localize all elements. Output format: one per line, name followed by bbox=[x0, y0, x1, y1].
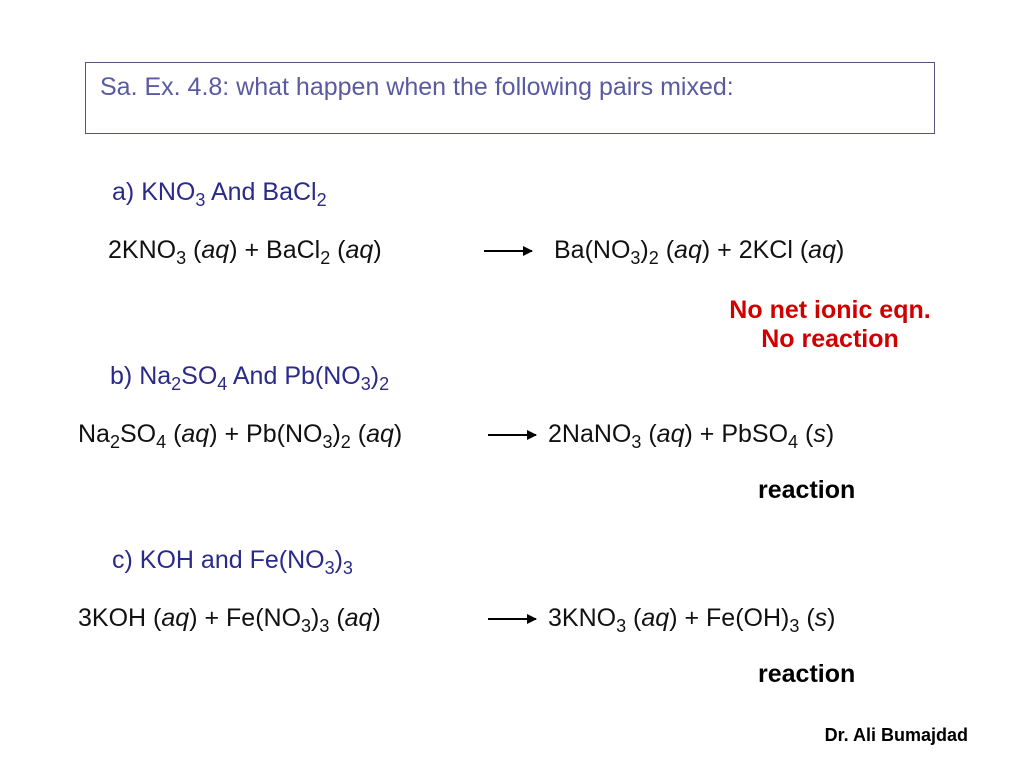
b-pair-l: Na bbox=[139, 362, 171, 390]
equation-c-left: 3KOH (aq) + Fe(NO3)3 (aq) bbox=[78, 604, 381, 637]
c-pair-r-close: ) bbox=[335, 546, 343, 574]
c-r1-state: aq bbox=[161, 604, 189, 632]
b-r1-state: aq bbox=[181, 420, 209, 448]
label-c-prefix: c) bbox=[112, 546, 140, 574]
c-p2: Fe(OH) bbox=[706, 604, 789, 632]
b-plus2: + bbox=[693, 420, 722, 448]
label-a-prefix: a) bbox=[112, 178, 141, 206]
b-pair-r-close: ) bbox=[371, 362, 379, 390]
a-r2: BaCl bbox=[266, 236, 320, 264]
c-plus2: + bbox=[678, 604, 707, 632]
c-pair-r: Fe(NO bbox=[250, 546, 325, 574]
b-r2-s1: 3 bbox=[322, 432, 332, 452]
b-r2-close: ) bbox=[332, 420, 340, 448]
a-pair-r-sub: 2 bbox=[317, 190, 327, 210]
a-plus: + bbox=[238, 236, 267, 264]
note-b: reaction bbox=[758, 476, 855, 505]
c-r2: Fe(NO bbox=[226, 604, 301, 632]
c-r2-state: aq bbox=[345, 604, 373, 632]
a-pair-r: BaCl bbox=[262, 178, 316, 206]
a-p2-coef: 2 bbox=[739, 236, 753, 264]
a-p1-s1: 3 bbox=[630, 248, 640, 268]
a-pair-l-sub: 3 bbox=[195, 190, 205, 210]
author-credit: Dr. Ali Bumajdad bbox=[825, 725, 968, 746]
c-p2-sub: 3 bbox=[789, 616, 799, 636]
title-box: Sa. Ex. 4.8: what happen when the follow… bbox=[85, 62, 935, 134]
subheading-c: c) KOH and Fe(NO3)3 bbox=[112, 546, 353, 579]
arrow-c bbox=[488, 618, 536, 620]
a-r1-state: aq bbox=[201, 236, 229, 264]
a-pair-l: KNO bbox=[141, 178, 195, 206]
c-pair-r-s2: 3 bbox=[343, 558, 353, 578]
a-plus2: + bbox=[710, 236, 739, 264]
note-c-text: reaction bbox=[758, 660, 855, 688]
note-a-l1: No net ionic eqn. bbox=[729, 296, 930, 324]
subheading-b: b) Na2SO4 And Pb(NO3)2 bbox=[110, 362, 389, 395]
a-p1-state: aq bbox=[674, 236, 702, 264]
b-r1-mid: SO bbox=[120, 420, 156, 448]
note-b-text: reaction bbox=[758, 476, 855, 504]
c-r2-s1: 3 bbox=[301, 616, 311, 636]
c-pair-l: KOH bbox=[140, 546, 194, 574]
equation-c-right: 3KNO3 (aq) + Fe(OH)3 (s) bbox=[548, 604, 835, 637]
equation-a-right: Ba(NO3)2 (aq) + 2KCl (aq) bbox=[554, 236, 844, 269]
c-pair-r-s1: 3 bbox=[325, 558, 335, 578]
c-p1-state: aq bbox=[641, 604, 669, 632]
b-pair-r-s1: 3 bbox=[361, 374, 371, 394]
c-plus: + bbox=[198, 604, 227, 632]
a-p1-close: ) bbox=[640, 236, 648, 264]
b-p1-sub: 3 bbox=[631, 432, 641, 452]
b-p2-sub: 4 bbox=[788, 432, 798, 452]
note-a: No net ionic eqn. No reaction bbox=[700, 296, 960, 354]
a-p1-s2: 2 bbox=[649, 248, 659, 268]
b-r2-state: aq bbox=[366, 420, 394, 448]
c-r2-s2: 3 bbox=[319, 616, 329, 636]
a-and: And bbox=[205, 178, 262, 206]
a-r2-state: aq bbox=[346, 236, 374, 264]
title-text: Sa. Ex. 4.8: what happen when the follow… bbox=[100, 73, 734, 101]
b-p1: NaNO bbox=[562, 420, 631, 448]
b-r1-s2: 4 bbox=[156, 432, 166, 452]
c-p1: KNO bbox=[562, 604, 616, 632]
b-plus: + bbox=[218, 420, 247, 448]
subheading-a: a) KNO3 And BaCl2 bbox=[112, 178, 327, 211]
arrow-b bbox=[488, 434, 536, 436]
c-r1: KOH bbox=[92, 604, 146, 632]
equation-a-left: 2KNO3 (aq) + BaCl2 (aq) bbox=[108, 236, 382, 269]
a-r1-sub: 3 bbox=[176, 248, 186, 268]
c-r1-coef: 3 bbox=[78, 604, 92, 632]
c-and: and bbox=[194, 546, 250, 574]
b-pair-l-s1: 2 bbox=[171, 374, 181, 394]
equation-b-left: Na2SO4 (aq) + Pb(NO3)2 (aq) bbox=[78, 420, 402, 453]
a-p1: Ba(NO bbox=[554, 236, 630, 264]
c-p2-state: s bbox=[815, 604, 828, 632]
a-p2-state: aq bbox=[808, 236, 836, 264]
a-p2: KCl bbox=[753, 236, 793, 264]
b-r2-s2: 2 bbox=[341, 432, 351, 452]
note-a-l2: No reaction bbox=[761, 325, 899, 353]
b-p2: PbSO bbox=[721, 420, 788, 448]
c-p1-coef: 3 bbox=[548, 604, 562, 632]
b-pair-r-s2: 2 bbox=[379, 374, 389, 394]
a-r2-sub: 2 bbox=[320, 248, 330, 268]
b-pair-l-mid: SO bbox=[181, 362, 217, 390]
equation-b-right: 2NaNO3 (aq) + PbSO4 (s) bbox=[548, 420, 834, 453]
a-r1-coef: 2 bbox=[108, 236, 122, 264]
b-r1-s1: 2 bbox=[110, 432, 120, 452]
b-and: And bbox=[227, 362, 284, 390]
label-b-prefix: b) bbox=[110, 362, 139, 390]
author-text: Dr. Ali Bumajdad bbox=[825, 725, 968, 745]
a-r1: KNO bbox=[122, 236, 176, 264]
b-pair-l-s2: 4 bbox=[217, 374, 227, 394]
b-r1: Na bbox=[78, 420, 110, 448]
c-p1-sub: 3 bbox=[616, 616, 626, 636]
b-p1-coef: 2 bbox=[548, 420, 562, 448]
b-r2: Pb(NO bbox=[246, 420, 322, 448]
b-pair-r: Pb(NO bbox=[284, 362, 360, 390]
b-p1-state: aq bbox=[657, 420, 685, 448]
arrow-a bbox=[484, 250, 532, 252]
b-p2-state: s bbox=[813, 420, 826, 448]
note-c: reaction bbox=[758, 660, 855, 689]
